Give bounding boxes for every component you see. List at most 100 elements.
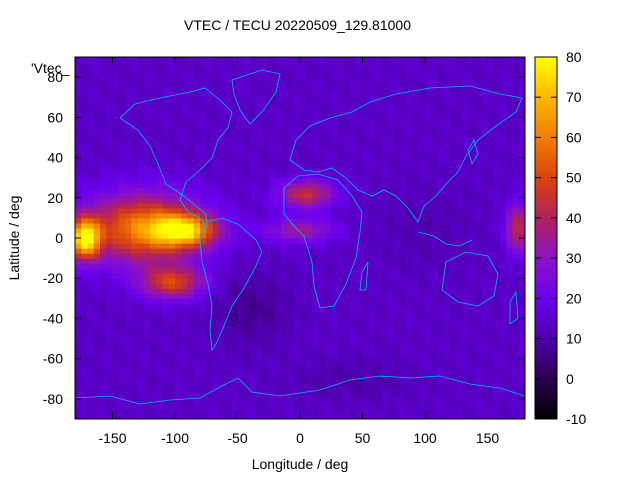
heatmap-cell bbox=[368, 253, 376, 259]
heatmap-cell bbox=[262, 112, 270, 118]
heatmap-cell bbox=[387, 253, 395, 259]
heatmap-cell bbox=[193, 323, 201, 330]
heatmap-cell bbox=[156, 217, 164, 224]
heatmap-cell bbox=[231, 212, 239, 219]
heatmap-cell bbox=[87, 378, 95, 385]
heatmap-cell bbox=[356, 137, 364, 144]
heatmap-cell bbox=[250, 122, 257, 128]
heatmap-cell bbox=[425, 293, 432, 299]
heatmap-cell bbox=[368, 278, 376, 284]
heatmap-cell bbox=[375, 308, 382, 315]
heatmap-cell bbox=[343, 137, 351, 144]
heatmap-cell bbox=[100, 403, 107, 410]
heatmap-cell bbox=[250, 403, 257, 410]
heatmap-cell bbox=[225, 82, 232, 88]
heatmap-cell bbox=[268, 363, 276, 370]
heatmap-cell bbox=[93, 182, 101, 189]
heatmap-cell bbox=[175, 333, 182, 340]
heatmap-cell bbox=[143, 238, 151, 244]
heatmap-cell bbox=[81, 298, 89, 304]
heatmap-cell bbox=[425, 253, 432, 259]
heatmap-cell bbox=[493, 142, 501, 149]
heatmap-cell bbox=[168, 67, 176, 73]
heatmap-cell bbox=[462, 202, 470, 209]
heatmap-cell bbox=[187, 77, 195, 83]
heatmap-cell bbox=[343, 343, 351, 350]
heatmap-cell bbox=[306, 253, 314, 259]
heatmap-cell bbox=[331, 142, 339, 149]
heatmap-cell bbox=[187, 97, 195, 103]
heatmap-cell bbox=[312, 313, 320, 320]
heatmap-cell bbox=[75, 92, 82, 98]
heatmap-cell bbox=[206, 318, 214, 325]
heatmap-cell bbox=[318, 358, 326, 365]
heatmap-cell bbox=[287, 97, 295, 103]
heatmap-cell bbox=[212, 263, 220, 269]
heatmap-cell bbox=[112, 147, 120, 154]
heatmap-cell bbox=[237, 72, 245, 78]
heatmap-cell bbox=[87, 238, 95, 244]
heatmap-cell bbox=[437, 243, 445, 249]
heatmap-cell bbox=[412, 147, 420, 154]
heatmap-cell bbox=[343, 413, 351, 419]
heatmap-cell bbox=[331, 167, 339, 174]
heatmap-cell bbox=[143, 202, 151, 209]
heatmap-cell bbox=[237, 268, 245, 274]
heatmap-cell bbox=[187, 288, 195, 294]
heatmap-cell bbox=[487, 62, 495, 68]
heatmap-cell bbox=[468, 338, 476, 345]
heatmap-cell bbox=[106, 192, 114, 199]
heatmap-cell bbox=[368, 353, 376, 360]
heatmap-cell bbox=[337, 107, 345, 113]
heatmap-cell bbox=[343, 363, 351, 370]
heatmap-cell bbox=[87, 117, 95, 123]
heatmap-cell bbox=[256, 162, 264, 169]
heatmap-cell bbox=[325, 258, 332, 264]
heatmap-cell bbox=[481, 243, 489, 249]
heatmap-cell bbox=[187, 413, 195, 419]
heatmap-cell bbox=[275, 388, 282, 395]
heatmap-cell bbox=[237, 288, 245, 294]
heatmap-cell bbox=[418, 318, 426, 325]
heatmap-cell bbox=[375, 167, 382, 174]
heatmap-cell bbox=[168, 413, 176, 419]
heatmap-cell bbox=[100, 288, 107, 294]
heatmap-cell bbox=[393, 353, 401, 360]
heatmap-cell bbox=[100, 162, 107, 169]
heatmap-cell bbox=[150, 152, 157, 159]
heatmap-cell bbox=[281, 172, 289, 179]
heatmap-cell bbox=[425, 67, 432, 73]
heatmap-cell bbox=[250, 132, 257, 139]
heatmap-cell bbox=[268, 217, 276, 224]
heatmap-cell bbox=[356, 222, 364, 229]
heatmap-cell bbox=[475, 353, 482, 360]
heatmap-cell bbox=[200, 258, 207, 264]
heatmap-cell bbox=[312, 202, 320, 209]
heatmap-cell bbox=[81, 132, 89, 139]
heatmap-cell bbox=[262, 278, 270, 284]
heatmap-cell bbox=[256, 87, 264, 93]
heatmap-cell bbox=[231, 348, 239, 355]
heatmap-cell bbox=[468, 122, 476, 128]
heatmap-cell bbox=[481, 77, 489, 83]
heatmap-cell bbox=[237, 278, 245, 284]
heatmap-cell bbox=[468, 152, 476, 159]
heatmap-cell bbox=[125, 217, 132, 224]
heatmap-cell bbox=[137, 127, 145, 134]
heatmap-cell bbox=[112, 338, 120, 345]
heatmap-cell bbox=[400, 343, 407, 350]
heatmap-cell bbox=[175, 107, 182, 113]
heatmap-cell bbox=[481, 162, 489, 169]
heatmap-cell bbox=[93, 57, 101, 63]
heatmap-cell bbox=[256, 57, 264, 63]
heatmap-cell bbox=[206, 323, 214, 330]
heatmap-cell bbox=[312, 227, 320, 234]
heatmap-cell bbox=[93, 378, 101, 385]
heatmap-cell bbox=[218, 182, 226, 189]
heatmap-cell bbox=[75, 298, 82, 304]
heatmap-cell bbox=[368, 142, 376, 149]
heatmap-cell bbox=[425, 328, 432, 335]
heatmap-cell bbox=[175, 152, 182, 159]
heatmap-cell bbox=[218, 383, 226, 390]
heatmap-cell bbox=[300, 177, 307, 184]
